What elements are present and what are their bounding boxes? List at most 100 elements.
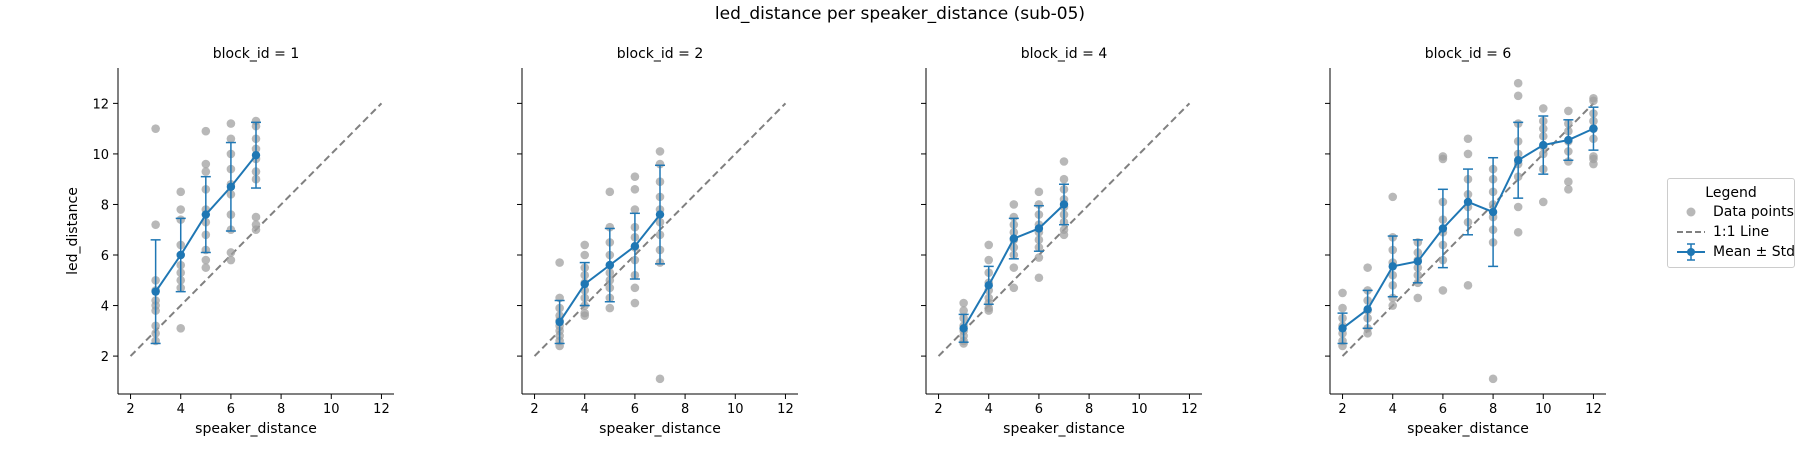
data-point xyxy=(1513,78,1523,88)
legend-entry-data-points: Data points xyxy=(1668,202,1794,222)
mean-marker xyxy=(201,210,211,219)
figure-title: led_distance per speaker_distance (sub-0… xyxy=(714,4,1086,24)
x-tick-label: 8 xyxy=(277,402,285,417)
data-point xyxy=(201,255,211,265)
x-axis-label: speaker_distance xyxy=(1003,421,1125,437)
mean-marker xyxy=(1463,197,1473,207)
data-point xyxy=(1564,157,1573,166)
y-tick-label: 4 xyxy=(101,300,109,315)
mean-marker xyxy=(1034,224,1044,233)
y-tick-label: 10 xyxy=(92,148,109,163)
data-point xyxy=(1463,134,1473,144)
x-tick-label: 10 xyxy=(1131,402,1148,417)
x-axis-label: speaker_distance xyxy=(599,421,721,437)
panel-title: block_id = 4 xyxy=(1021,46,1108,62)
mean-marker xyxy=(176,250,185,260)
data-point xyxy=(201,263,211,272)
mean-marker xyxy=(555,317,564,327)
data-point xyxy=(1059,157,1069,166)
data-point xyxy=(1564,106,1573,116)
data-point xyxy=(1589,96,1598,106)
panel-title: block_id = 1 xyxy=(213,46,299,62)
y-tick-label: 2 xyxy=(101,350,109,365)
mean-marker xyxy=(984,281,993,290)
x-tick-label: 12 xyxy=(1585,402,1602,417)
data-point xyxy=(1564,185,1573,194)
x-tick-label: 6 xyxy=(1439,402,1447,417)
x-tick-label: 12 xyxy=(777,402,794,417)
data-point xyxy=(1034,253,1044,262)
mean-marker xyxy=(1338,324,1347,333)
data-point xyxy=(630,283,640,293)
mean-marker xyxy=(1438,224,1448,233)
data-point xyxy=(1034,273,1044,283)
mean-marker xyxy=(655,210,665,219)
data-point xyxy=(226,119,236,128)
data-point xyxy=(655,159,665,169)
errorbar-marker-icon xyxy=(1677,243,1705,261)
data-point xyxy=(984,240,994,250)
x-tick-label: 8 xyxy=(681,402,689,417)
data-point xyxy=(251,225,261,235)
data-point xyxy=(1438,286,1448,295)
data-point xyxy=(605,222,615,232)
data-point xyxy=(1338,303,1347,313)
data-point xyxy=(1059,174,1069,184)
x-axis-label: speaker_distance xyxy=(195,421,317,437)
legend-title: Legend xyxy=(1705,185,1757,201)
data-point xyxy=(1488,374,1498,384)
x-tick-label: 2 xyxy=(530,402,538,417)
data-point xyxy=(580,240,590,250)
legend-entry-mean-std: Mean ± Std xyxy=(1668,242,1795,262)
mean-marker xyxy=(1009,234,1019,243)
mean-marker xyxy=(580,279,589,289)
x-axis-label: speaker_distance xyxy=(1407,421,1529,437)
x-tick-label: 10 xyxy=(323,402,340,417)
data-point xyxy=(959,298,968,308)
panel-title: block_id = 6 xyxy=(1425,46,1512,62)
data-point xyxy=(605,187,615,197)
data-point xyxy=(959,306,968,315)
mean-marker xyxy=(1363,305,1372,314)
data-point xyxy=(1034,187,1044,197)
x-tick-label: 4 xyxy=(177,402,185,417)
data-point xyxy=(1413,293,1423,303)
mean-marker xyxy=(1564,135,1573,145)
legend-label-data-points: Data points xyxy=(1713,204,1794,220)
x-tick-label: 4 xyxy=(1389,402,1397,417)
mean-marker xyxy=(605,260,615,270)
data-point xyxy=(151,124,160,133)
y-tick-label: 12 xyxy=(92,97,109,112)
data-point xyxy=(251,212,261,222)
data-point xyxy=(151,220,160,229)
mean-marker xyxy=(226,182,236,191)
x-tick-label: 10 xyxy=(1535,402,1552,417)
data-point xyxy=(1538,197,1548,207)
data-point xyxy=(580,311,590,320)
data-point xyxy=(605,303,615,313)
data-point xyxy=(1564,177,1573,187)
data-point xyxy=(1538,104,1548,113)
data-point xyxy=(630,185,640,194)
data-point xyxy=(1513,227,1523,237)
data-point xyxy=(1338,288,1347,298)
data-point xyxy=(1363,263,1372,272)
data-point xyxy=(226,255,236,265)
data-point xyxy=(1009,212,1019,222)
data-point xyxy=(176,323,186,333)
data-point xyxy=(201,126,211,136)
data-point xyxy=(1009,283,1019,293)
data-point xyxy=(630,205,640,214)
data-point xyxy=(1513,202,1523,212)
data-point xyxy=(1059,230,1069,240)
y-tick-label: 6 xyxy=(101,249,109,264)
data-point xyxy=(1589,159,1598,169)
data-point xyxy=(226,134,236,144)
data-point xyxy=(1034,200,1044,209)
mean-marker xyxy=(1513,156,1523,165)
data-point xyxy=(1388,192,1398,202)
x-tick-label: 12 xyxy=(373,402,390,417)
panel-title: block_id = 2 xyxy=(617,46,703,62)
data-point xyxy=(630,172,640,181)
